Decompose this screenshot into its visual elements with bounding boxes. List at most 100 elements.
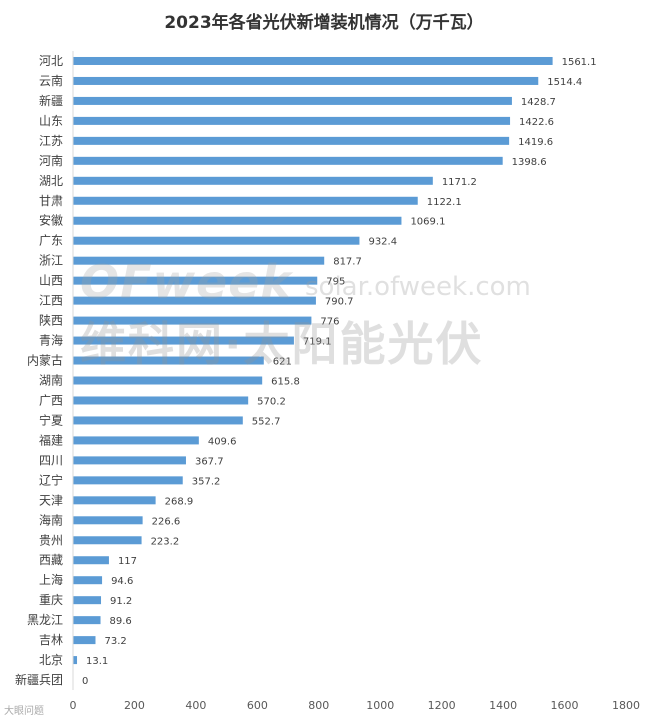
bar — [73, 216, 402, 225]
category-label: 吉林 — [39, 633, 63, 647]
bar — [73, 416, 243, 425]
bar — [73, 536, 142, 545]
bar — [73, 596, 102, 605]
value-label: 795 — [326, 277, 345, 288]
bar — [73, 476, 183, 485]
value-label: 615.8 — [271, 377, 300, 388]
bar — [73, 636, 96, 645]
bar — [73, 296, 316, 305]
category-label: 河北 — [39, 54, 63, 68]
value-label: 226.6 — [152, 516, 181, 527]
category-label: 新疆兵团 — [15, 672, 63, 687]
value-label: 570.2 — [257, 396, 286, 407]
bar — [73, 136, 510, 145]
value-label: 13.1 — [86, 656, 108, 667]
bar — [73, 276, 318, 285]
bar — [73, 516, 143, 525]
value-label: 790.7 — [325, 297, 354, 308]
bar — [73, 256, 325, 265]
bar — [73, 196, 418, 205]
category-label: 云南 — [39, 73, 63, 88]
category-label: 山东 — [39, 114, 63, 128]
value-label: 621 — [273, 357, 292, 368]
bar — [73, 396, 249, 405]
category-label: 广西 — [39, 393, 63, 407]
x-tick-label: 1400 — [489, 699, 517, 712]
bar — [73, 496, 156, 505]
bar — [73, 316, 312, 325]
bar — [73, 76, 539, 85]
value-label: 817.7 — [333, 257, 362, 268]
category-label: 浙江 — [39, 254, 63, 268]
chart-title: 2023年各省光伏新增装机情况（万千瓦） — [164, 13, 484, 33]
category-label: 天津 — [39, 493, 63, 507]
value-label: 776 — [320, 317, 339, 328]
category-label: 西藏 — [39, 553, 63, 567]
bars — [73, 56, 553, 665]
value-label: 932.4 — [368, 237, 397, 248]
category-label: 湖北 — [39, 173, 63, 188]
category-label: 宁夏 — [39, 412, 63, 427]
category-label: 贵州 — [39, 533, 63, 547]
bar — [73, 616, 101, 625]
category-label: 江西 — [39, 294, 63, 308]
bar — [73, 56, 553, 65]
bar — [73, 176, 433, 185]
value-label: 1422.6 — [519, 117, 554, 128]
bar — [73, 356, 264, 365]
source-mark: 大眼问题 — [4, 706, 44, 717]
x-tick-label: 1800 — [612, 699, 640, 712]
value-label: 1398.6 — [512, 157, 547, 168]
bar — [73, 376, 263, 385]
value-label: 552.7 — [252, 416, 281, 427]
bar — [73, 116, 511, 125]
x-tick-label: 1000 — [366, 699, 394, 712]
bar — [73, 156, 503, 165]
value-label: 73.2 — [104, 636, 126, 647]
x-tick-label: 200 — [124, 699, 145, 712]
x-tick-label: 1600 — [551, 699, 579, 712]
value-label: 1122.1 — [427, 197, 462, 208]
category-label: 四川 — [39, 453, 63, 467]
x-tick-label: 800 — [308, 699, 329, 712]
value-label: 117 — [118, 556, 137, 567]
x-tick-label: 0 — [70, 699, 77, 712]
bar — [73, 656, 78, 665]
value-label: 1171.2 — [442, 177, 477, 188]
value-label: 1069.1 — [410, 217, 445, 228]
value-label: 94.6 — [111, 576, 133, 587]
category-label: 上海 — [39, 572, 63, 587]
category-label: 黑龙江 — [27, 613, 63, 627]
category-label: 江苏 — [39, 134, 63, 148]
category-label: 新疆 — [39, 93, 63, 108]
category-label: 河南 — [39, 153, 63, 168]
bar — [73, 576, 103, 585]
value-label: 91.2 — [110, 596, 132, 607]
value-label: 409.6 — [208, 436, 237, 447]
value-label: 357.2 — [192, 476, 221, 487]
category-label: 安徽 — [39, 213, 63, 228]
bar — [73, 236, 360, 245]
value-label: 223.2 — [151, 536, 180, 547]
value-label: 719.1 — [303, 337, 332, 348]
value-labels: 1561.11514.41428.71422.61419.61398.61171… — [82, 57, 597, 687]
category-label: 甘肃 — [39, 194, 63, 208]
category-label: 北京 — [39, 653, 63, 667]
bar — [73, 456, 186, 465]
bar — [73, 336, 294, 345]
category-label: 青海 — [39, 333, 63, 348]
category-label: 辽宁 — [39, 472, 63, 487]
value-label: 0 — [82, 676, 88, 687]
value-label: 1561.1 — [562, 57, 597, 68]
category-label: 海南 — [39, 512, 63, 527]
value-label: 367.7 — [195, 456, 224, 467]
category-label: 陕西 — [39, 313, 63, 328]
bar — [73, 96, 512, 105]
value-label: 1428.7 — [521, 97, 556, 108]
category-label: 山西 — [39, 274, 63, 288]
value-label: 268.9 — [165, 496, 194, 507]
category-label: 湖南 — [39, 373, 63, 388]
x-axis: 0 200 400 600 800 1000 1200 1400 1600 1800 — [70, 51, 640, 712]
value-label: 1514.4 — [547, 77, 582, 88]
